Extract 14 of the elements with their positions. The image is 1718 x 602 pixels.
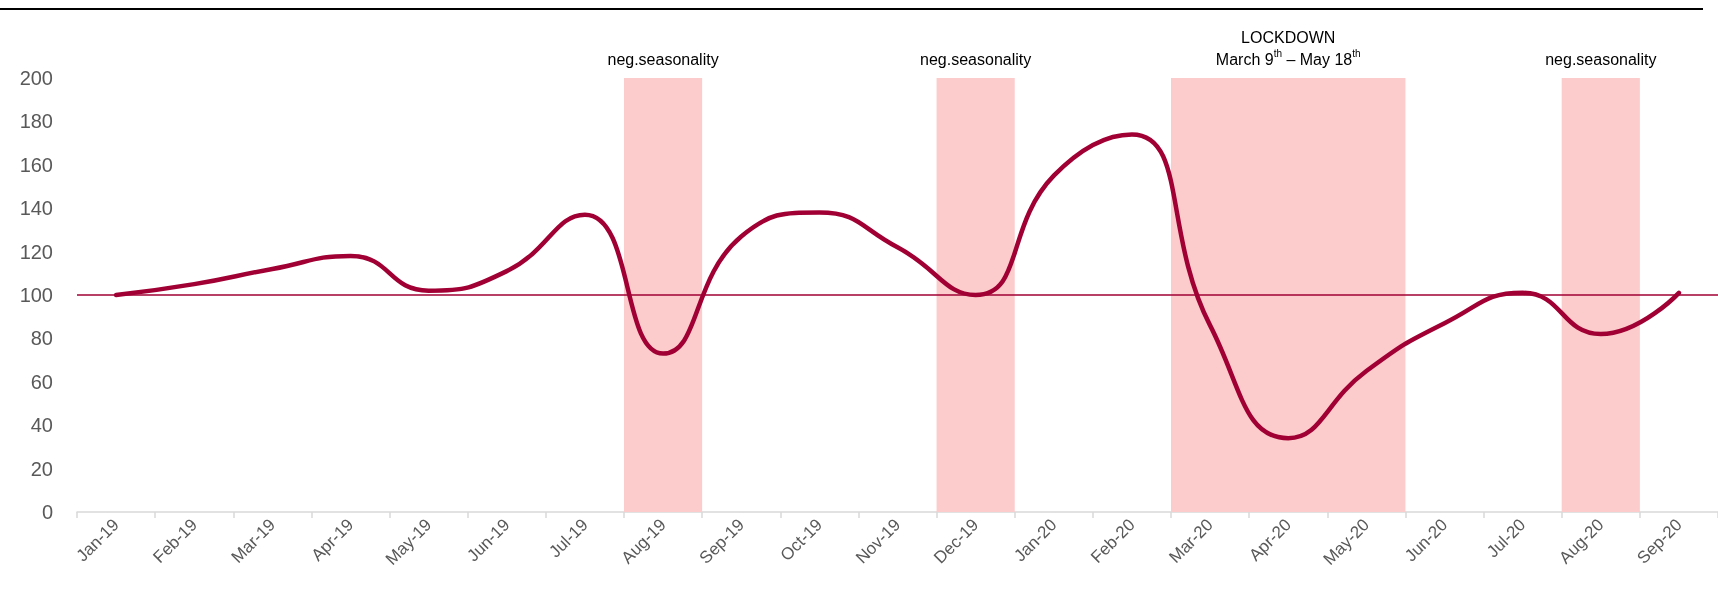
y-tick-label: 60 (30, 370, 53, 393)
y-tick-label: 40 (30, 414, 53, 437)
band-label: neg.seasonality (1545, 50, 1657, 68)
y-tick-label: 180 (19, 110, 53, 133)
band-label: neg.seasonality (607, 50, 719, 68)
y-tick-label: 140 (19, 197, 53, 220)
y-tick-label: 0 (41, 501, 53, 523)
band-label: neg.seasonality (920, 50, 1032, 68)
y-tick-label: 80 (30, 327, 53, 350)
y-tick-label: 20 (30, 457, 53, 480)
y-tick-label: 100 (19, 284, 53, 306)
y-tick-label: 160 (19, 153, 53, 176)
y-tick-label: 120 (19, 240, 53, 263)
y-tick-label: 200 (19, 67, 53, 89)
